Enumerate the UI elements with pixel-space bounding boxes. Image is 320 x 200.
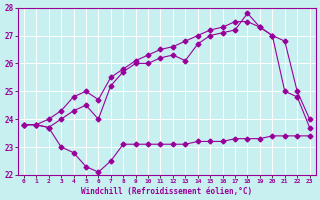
X-axis label: Windchill (Refroidissement éolien,°C): Windchill (Refroidissement éolien,°C) bbox=[81, 187, 252, 196]
